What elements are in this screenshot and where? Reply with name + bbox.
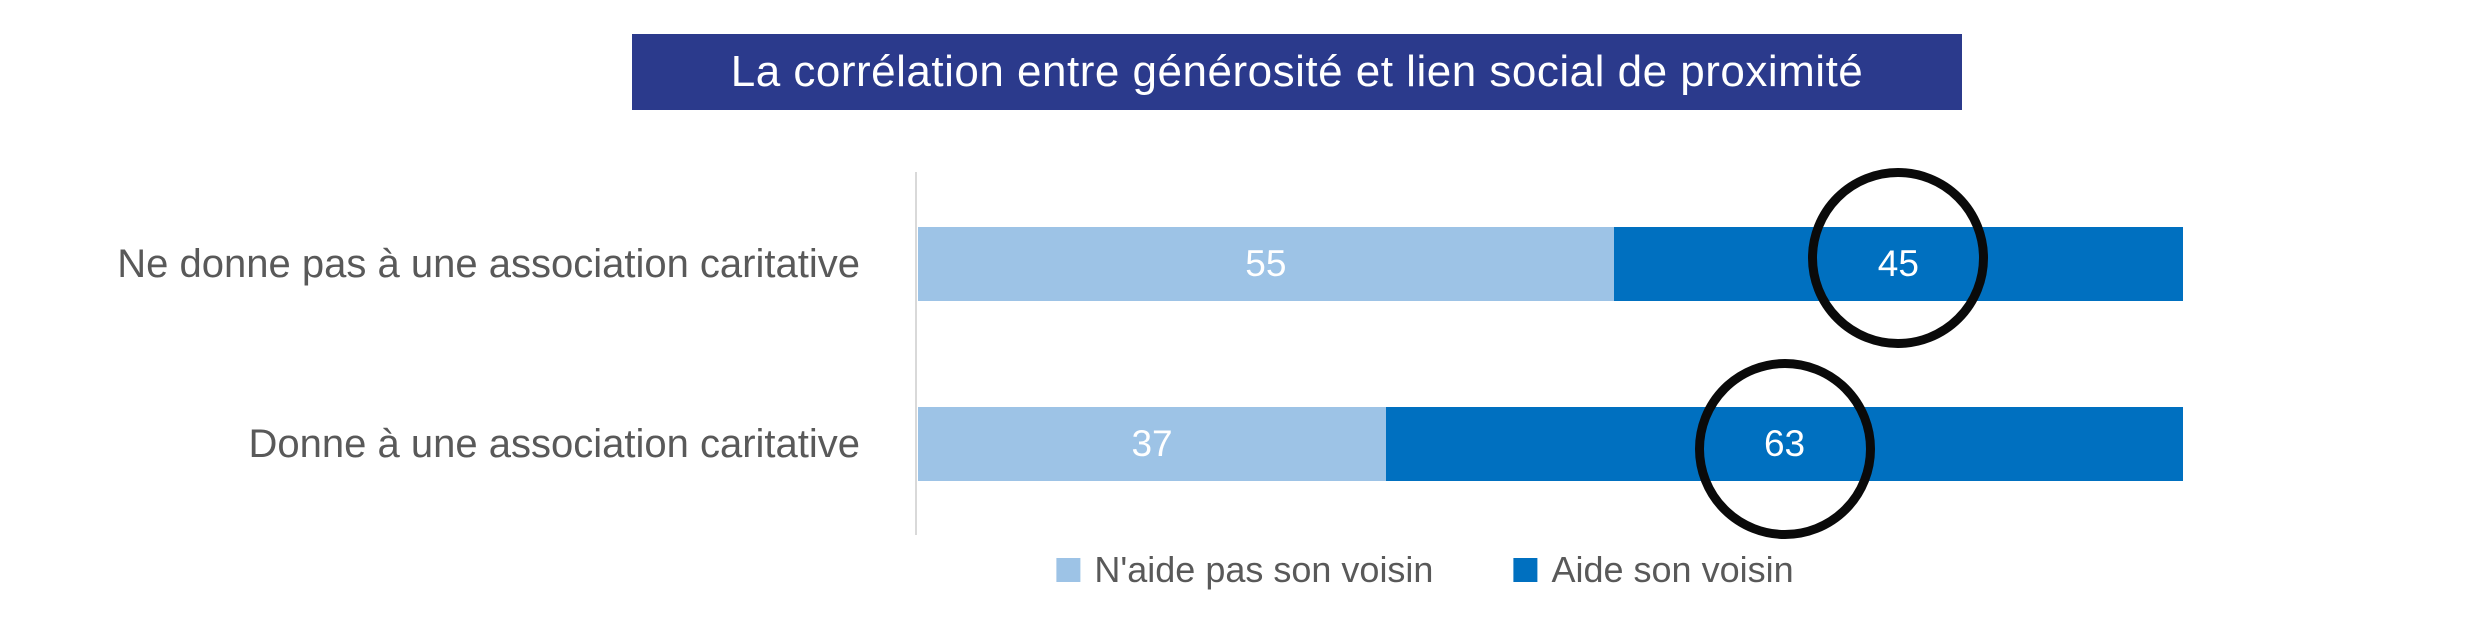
- value-label: 37: [1131, 423, 1173, 464]
- value-label: 55: [1245, 243, 1287, 284]
- category-label-ne-donne-pas: Ne donne pas à une association caritativ…: [117, 242, 860, 286]
- highlight-circle-63: [1694, 359, 1875, 539]
- legend-swatch-dark-blue: [1513, 558, 1538, 582]
- bar-segment-naide-pas-son-voisin: 55: [918, 227, 1614, 301]
- legend: N'aide pas son voisin Aide son voisin: [1056, 549, 1794, 591]
- legend-label: Aide son voisin: [1551, 549, 1794, 590]
- category-label-donne: Donne à une association caritative: [248, 422, 860, 466]
- bar-row-ne-donne-pas: 55 45: [918, 227, 2183, 301]
- y-axis-line: [915, 172, 917, 535]
- highlight-circle-45: [1808, 168, 1989, 348]
- bar-segment-naide-pas-son-voisin: 37: [918, 407, 1387, 481]
- legend-item-aide: Aide son voisin: [1513, 549, 1794, 591]
- legend-item-naide-pas: N'aide pas son voisin: [1056, 549, 1433, 591]
- bar-row-donne: 37 63: [918, 407, 2183, 481]
- chart-title-banner: La corrélation entre générosité et lien …: [632, 34, 1962, 110]
- legend-swatch-light-blue: [1056, 558, 1081, 582]
- chart-title: La corrélation entre générosité et lien …: [730, 47, 1864, 96]
- legend-label: N'aide pas son voisin: [1094, 549, 1434, 590]
